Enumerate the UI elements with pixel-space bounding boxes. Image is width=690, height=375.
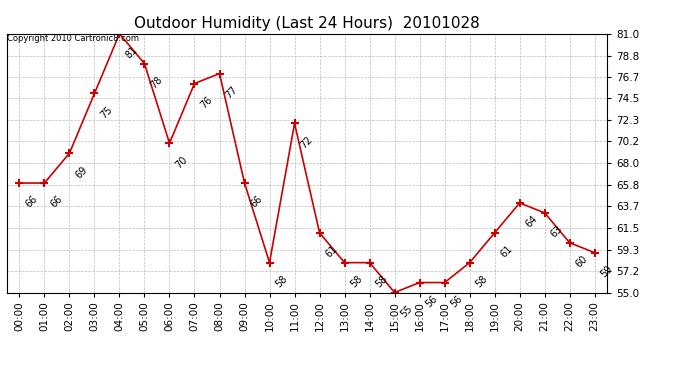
Text: 58: 58 (474, 274, 490, 290)
Text: 69: 69 (74, 164, 89, 180)
Text: 61: 61 (324, 244, 339, 260)
Text: 56: 56 (448, 294, 464, 309)
Text: 78: 78 (148, 75, 164, 90)
Text: 60: 60 (574, 254, 589, 270)
Text: 66: 66 (23, 194, 39, 210)
Text: 70: 70 (174, 154, 190, 170)
Text: 72: 72 (299, 134, 315, 150)
Text: 81: 81 (124, 45, 139, 61)
Text: 75: 75 (99, 105, 115, 120)
Text: 58: 58 (348, 274, 364, 290)
Text: 77: 77 (224, 85, 239, 100)
Text: 63: 63 (549, 224, 564, 240)
Text: 61: 61 (499, 244, 515, 260)
Text: 59: 59 (599, 264, 615, 280)
Text: 64: 64 (524, 214, 540, 230)
Text: 56: 56 (424, 294, 440, 309)
Text: Copyright 2010 Cartronic8.com: Copyright 2010 Cartronic8.com (7, 34, 139, 43)
Text: 76: 76 (199, 94, 215, 111)
Text: 55: 55 (399, 304, 415, 320)
Text: 58: 58 (274, 274, 290, 290)
Text: 66: 66 (248, 194, 264, 210)
Text: 66: 66 (48, 194, 64, 210)
Text: 58: 58 (374, 274, 390, 290)
Title: Outdoor Humidity (Last 24 Hours)  20101028: Outdoor Humidity (Last 24 Hours) 2010102… (134, 16, 480, 31)
